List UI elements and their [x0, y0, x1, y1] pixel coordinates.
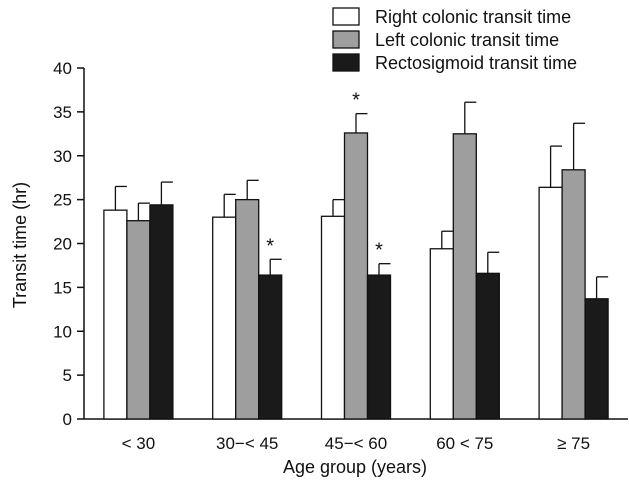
y-tick-label: 5 [63, 366, 72, 385]
y-tick-label: 40 [53, 59, 72, 78]
y-tick-label: 25 [53, 191, 72, 210]
bars: * * * [103, 90, 609, 420]
legend-swatch [332, 53, 360, 72]
legend: Right colonic transit time Left colonic t… [332, 7, 577, 73]
bar [538, 186, 563, 420]
bar [149, 204, 174, 420]
y-tick-label: 15 [53, 278, 72, 297]
bar [561, 169, 586, 420]
bar [343, 132, 369, 420]
legend-label: Left colonic transit time [375, 30, 559, 50]
legend-swatch [332, 7, 360, 26]
significance-marker: * [375, 240, 383, 262]
y-tick-label: 35 [53, 103, 72, 122]
bar [475, 272, 500, 420]
y-tick-label: 10 [53, 322, 72, 341]
y-axis-label: Transit time (hr) [10, 182, 30, 308]
bar [212, 216, 237, 420]
bar [258, 274, 283, 420]
bar [235, 198, 260, 420]
significance-marker: * [352, 90, 360, 112]
bar [584, 298, 609, 420]
y-tick-label: 30 [53, 147, 72, 166]
y-tick-label: 20 [53, 235, 72, 254]
bar [126, 220, 151, 420]
bar [320, 215, 346, 420]
bar [452, 133, 477, 420]
x-tick-label: 30−< 45 [216, 434, 278, 453]
legend-label: Right colonic transit time [375, 7, 571, 27]
bar [429, 248, 454, 420]
x-tick-label: 60 < 75 [436, 434, 493, 453]
y-axis: 0 5 10 15 20 25 30 35 40 [53, 59, 85, 429]
x-tick-label: 45−< 60 [325, 434, 387, 453]
legend-label: Rectosigmoid transit time [375, 53, 577, 73]
legend-swatch [332, 30, 360, 49]
x-axis: < 30 30−< 45 45−< 60 60 < 75 ≥ 75 [84, 418, 628, 453]
x-axis-label: Age group (years) [283, 457, 427, 477]
significance-marker: * [266, 235, 274, 257]
y-tick-label: 0 [63, 410, 72, 429]
x-tick-label: ≥ 75 [557, 434, 590, 453]
bar [103, 209, 128, 420]
bar [366, 274, 392, 420]
x-tick-label: < 30 [122, 434, 156, 453]
